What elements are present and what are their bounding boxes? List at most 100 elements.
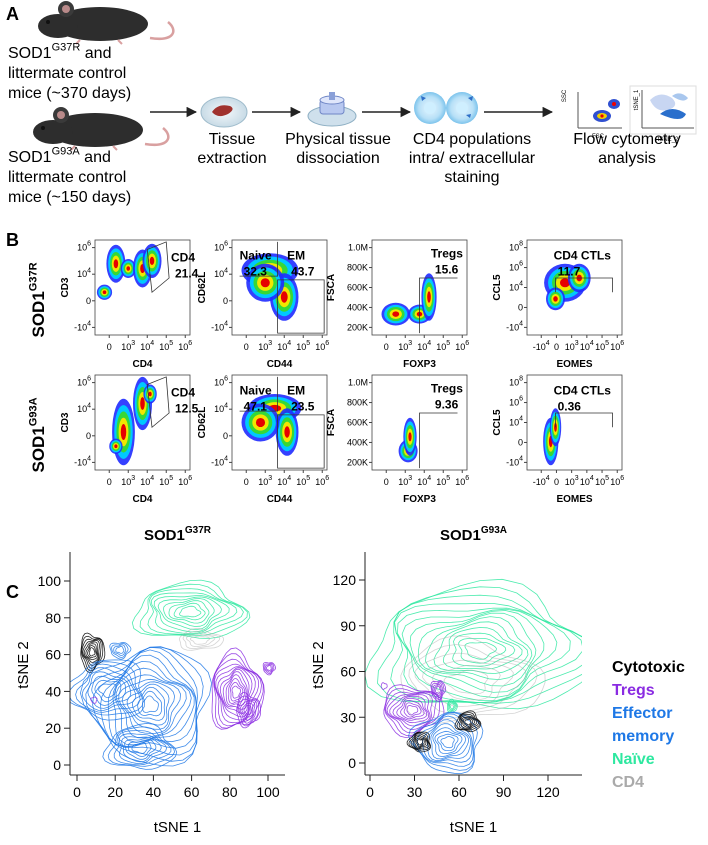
contour (150, 592, 238, 635)
contour (179, 605, 202, 618)
contour-group (365, 578, 582, 775)
contour (386, 692, 433, 731)
contour (432, 727, 467, 758)
strain-label: SOD1G93A and (8, 145, 111, 166)
x-tick-label-base: 10 (398, 477, 408, 487)
x-tick-label-sup: 6 (188, 340, 192, 347)
x-tick-label: 90 (496, 784, 512, 800)
x-tick-label: 105 (436, 475, 450, 487)
contour (131, 742, 148, 754)
y-tick-label: 100 (38, 573, 62, 589)
x-tick-label: 0 (366, 784, 374, 800)
gate-value: 23.5 (291, 400, 315, 414)
contour (380, 682, 388, 690)
x-axis-label: EOMES (556, 359, 592, 370)
gate-name: CD4 CTLs (554, 384, 612, 398)
x-tick-label-sup: 3 (575, 340, 579, 347)
contour (80, 635, 104, 672)
y-tick-label: 1.0M (348, 243, 368, 253)
contour (185, 633, 216, 647)
contour (112, 660, 195, 746)
x-tick-label: 0 (554, 342, 559, 352)
contour (239, 701, 256, 721)
y-tick-label: 400K (347, 302, 368, 312)
y-tick-label-base: 10 (77, 269, 87, 279)
contour (425, 616, 533, 681)
y-tick-label-sup: 4 (224, 267, 228, 274)
y-tick-label: -104 (74, 321, 91, 333)
y-axis-label: FSCA (326, 274, 337, 301)
contour (231, 685, 242, 699)
x-tick-label: 106 (315, 340, 329, 352)
y-tick-label: 108 (509, 376, 523, 388)
y-tick-label-base: 10 (77, 378, 87, 388)
gate-value: 0.36 (558, 400, 582, 414)
density (559, 278, 571, 288)
y-tick-label-base: 10 (509, 378, 519, 388)
dish-icon (200, 96, 248, 128)
y-tick-label-sup: 4 (87, 402, 91, 409)
y-tick-label-base: -10 (74, 457, 87, 467)
contour (94, 679, 122, 703)
x-tick-label: 105 (296, 475, 310, 487)
y-tick-label: 104 (214, 402, 228, 414)
contour (416, 739, 424, 746)
contour (109, 642, 132, 660)
x-tick-label-sup: 5 (306, 475, 310, 482)
step-label: intra/ extracellular (409, 150, 536, 167)
panel-label: C (6, 582, 19, 602)
contour (189, 635, 211, 645)
contour (377, 586, 582, 704)
y-tick-label: -104 (211, 456, 228, 468)
x-tick-label-sup: 6 (325, 475, 329, 482)
group-line: mice (~150 days) (8, 189, 131, 206)
y-tick-label: 600K (347, 283, 368, 293)
y-tick-label-sup: 6 (224, 376, 228, 383)
x-tick-label-sup: 4 (150, 475, 154, 482)
y-tick-label: 0 (518, 302, 523, 312)
density (392, 311, 400, 317)
plot-title: SOD1G93A (440, 525, 507, 544)
strain-label-sup: G37R (52, 41, 81, 53)
x-tick-label: 104 (140, 340, 154, 352)
x-tick-label-sup: 3 (268, 340, 272, 347)
y-axis-label: CD3 (60, 277, 71, 297)
flow-plot (526, 374, 623, 471)
contour (118, 733, 168, 765)
contour (262, 661, 277, 676)
x-tick-label-base: -10 (533, 477, 546, 487)
x-tick-label-base: -10 (533, 342, 546, 352)
x-tick-label-base: 10 (277, 477, 287, 487)
contour (85, 643, 98, 661)
icon-label: tSNE_2 (658, 137, 679, 143)
contour (389, 694, 431, 727)
contour (394, 602, 582, 704)
step-label: analysis (598, 150, 656, 167)
x-tick-label-sup: 4 (287, 475, 291, 482)
flow-plot (94, 239, 191, 336)
contour (139, 583, 248, 636)
y-tick-label: 108 (509, 241, 523, 253)
y-tick-label: 90 (340, 618, 356, 634)
contour (182, 630, 221, 650)
row-label: SOD1G93A (27, 397, 48, 472)
y-tick-label-base: 10 (509, 398, 519, 408)
y-tick-label-sup: 8 (519, 376, 523, 383)
x-tick-label-base: 10 (417, 477, 427, 487)
strain-label-sup: G93A (52, 145, 81, 157)
plot-frame (526, 374, 623, 471)
contour (217, 667, 253, 718)
contour (409, 610, 545, 693)
y-tick-label-sup: 4 (87, 456, 91, 463)
strain-label-tail: and (80, 149, 111, 166)
x-tick-label: 0 (107, 342, 112, 352)
gate-name: Naive (240, 249, 272, 263)
gate-name: Tregs (431, 247, 463, 261)
y-tick-label: 104 (77, 267, 91, 279)
x-tick-label-base: 10 (436, 477, 446, 487)
contour (448, 701, 456, 711)
contour (414, 736, 427, 748)
contour (85, 646, 204, 762)
contour (446, 698, 458, 713)
contour (90, 696, 98, 704)
